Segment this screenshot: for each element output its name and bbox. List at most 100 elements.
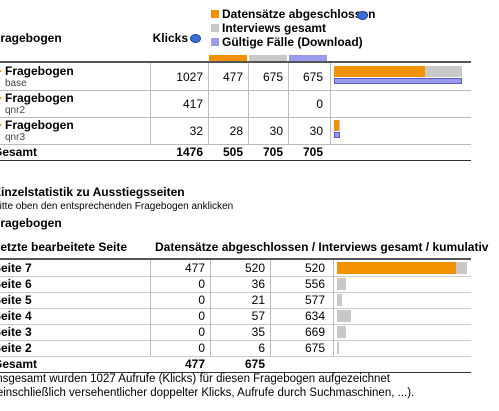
total-value: 705 xyxy=(302,145,323,159)
rule xyxy=(333,276,334,292)
rule xyxy=(0,276,471,277)
cell-value: 675 xyxy=(304,341,325,355)
bar-interviews xyxy=(337,278,346,290)
rule xyxy=(0,292,471,293)
rule xyxy=(150,292,151,308)
cell-value: 634 xyxy=(304,309,325,323)
column-strip xyxy=(249,55,287,61)
cell-value: 0 xyxy=(198,325,205,339)
cell-value: 57 xyxy=(251,309,265,323)
rule xyxy=(288,63,289,90)
rule xyxy=(150,308,151,324)
info-icon[interactable] xyxy=(190,34,201,43)
rule xyxy=(0,356,471,357)
rule xyxy=(0,372,471,373)
rule xyxy=(330,63,331,90)
questionnaire-id: qnr2 xyxy=(5,105,26,116)
rule xyxy=(270,292,271,308)
cell-value: 30 xyxy=(309,124,323,138)
rule xyxy=(0,324,471,325)
subheading: Fragebogen xyxy=(0,216,62,230)
rule xyxy=(288,117,289,144)
page-label: Seite 6 xyxy=(0,277,32,291)
rule xyxy=(270,276,271,292)
questionnaire-link[interactable]: Fragebogen xyxy=(5,118,74,132)
column-header: Klicks xyxy=(152,31,188,45)
footer-note: Insgesamt wurden 1027 Aufrufe (Klicks) f… xyxy=(0,373,415,399)
rule xyxy=(150,324,151,340)
rule xyxy=(0,90,471,91)
cell-value: 36 xyxy=(251,277,265,291)
questionnaire-link[interactable]: Fragebogen xyxy=(5,64,74,78)
cell-value: 0 xyxy=(316,97,323,111)
page-label: Seite 3 xyxy=(0,325,32,339)
legend-swatch xyxy=(211,24,219,32)
questionnaire-id: qnr3 xyxy=(5,132,26,143)
rule xyxy=(0,61,471,63)
rule xyxy=(210,308,211,324)
cell-value: 0 xyxy=(198,293,205,307)
rule xyxy=(0,160,471,161)
questionnaire-id: base xyxy=(5,78,27,89)
bar-completed xyxy=(334,66,425,77)
rule xyxy=(270,324,271,340)
legend-label: Interviews gesamt xyxy=(222,21,327,35)
cell-value: 28 xyxy=(229,124,243,138)
rule xyxy=(150,260,151,276)
legend-label: Gültige Fälle (Download) xyxy=(222,35,363,49)
rule xyxy=(0,144,471,145)
cell-value: 6 xyxy=(258,341,265,355)
cell-value: 477 xyxy=(222,70,243,84)
rule xyxy=(210,260,211,276)
rule xyxy=(288,90,289,117)
rule xyxy=(210,292,211,308)
rule xyxy=(208,63,209,90)
rule xyxy=(0,340,471,341)
rule xyxy=(270,308,271,324)
rule xyxy=(333,324,334,340)
rule xyxy=(210,340,211,356)
rule xyxy=(270,260,271,276)
cell-value: 30 xyxy=(269,124,283,138)
cell-value: 0 xyxy=(198,277,205,291)
total-value: 505 xyxy=(222,145,243,159)
cell-value: 0 xyxy=(198,341,205,355)
cell-value: 520 xyxy=(244,261,265,275)
section-title: Einzelstatistik zu Ausstiegsseiten xyxy=(0,185,185,199)
bar-completed xyxy=(337,262,457,274)
bar-interviews xyxy=(337,310,352,322)
rule xyxy=(0,258,471,260)
rule xyxy=(330,90,331,117)
cell-value: 0 xyxy=(198,309,205,323)
rule xyxy=(150,340,151,356)
cell-value: 577 xyxy=(304,293,325,307)
rule xyxy=(333,308,334,324)
rule xyxy=(210,324,211,340)
bar-valid xyxy=(334,78,463,84)
bar-interviews xyxy=(337,294,343,306)
questionnaire-link[interactable]: Fragebogen xyxy=(5,91,74,105)
row-arrow xyxy=(0,94,2,102)
cell-value: 669 xyxy=(304,325,325,339)
rule xyxy=(248,117,249,144)
rule xyxy=(0,117,471,118)
total-label: Gesamt xyxy=(0,145,38,159)
info-icon[interactable] xyxy=(357,11,368,20)
total-value: 675 xyxy=(244,357,265,371)
rule xyxy=(333,292,334,308)
column-header: Datensätze abgeschlossen / Interviews ge… xyxy=(155,240,489,254)
cell-value: 32 xyxy=(189,124,203,138)
row-arrow xyxy=(0,121,2,129)
rule xyxy=(210,276,211,292)
total-value: 477 xyxy=(184,357,205,371)
total-label: Gesamt xyxy=(0,357,38,371)
cell-value: 675 xyxy=(262,70,283,84)
page-label: Seite 5 xyxy=(0,293,32,307)
rule xyxy=(248,63,249,90)
page-label: Seite 2 xyxy=(0,341,32,355)
cell-value: 21 xyxy=(251,293,265,307)
rule xyxy=(333,340,334,356)
bar-valid xyxy=(334,132,340,138)
bar-completed xyxy=(334,120,340,131)
